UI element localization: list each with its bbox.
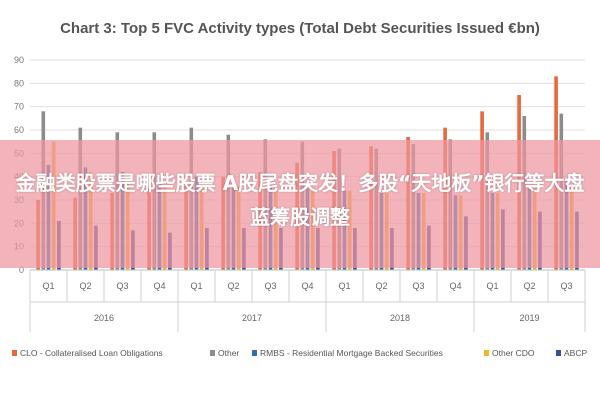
x-tick-label: Q1 [42,281,54,291]
x-tick-label: Q1 [338,281,350,291]
x-tick-label: Q3 [116,281,128,291]
y-tick-label: 70 [14,102,24,112]
legend-label: CLO - Collateralised Loan Obligations [20,348,163,358]
x-tick-label: Q4 [301,281,313,291]
year-label: 2018 [390,313,410,323]
y-tick-label: 90 [14,55,24,65]
legend-label: ABCP [564,348,587,358]
x-tick-label: Q2 [375,281,387,291]
x-tick-label: Q2 [227,281,239,291]
legend-label: Other [218,348,239,358]
x-tick-label: Q2 [523,281,535,291]
x-tick-label: Q1 [486,281,498,291]
chart-title: Chart 3: Top 5 FVC Activity types (Total… [60,20,540,37]
legend-swatch [12,350,17,356]
x-tick-label: Q3 [560,281,572,291]
overlay-banner-text: 金融类股票是哪些股票 A股尾盘突发！多股“天地板”银行等大盘蓝筹股调整 [15,171,585,229]
legend-swatch [210,350,215,356]
legend-swatch [484,350,489,356]
legend-swatch [556,350,561,356]
legend: CLO - Collateralised Loan Obligations Oth… [12,348,587,358]
x-tick-label: Q1 [190,281,202,291]
x-tick-label: Q3 [264,281,276,291]
legend-label: RMBS - Residential Mortgage Backed Secur… [260,348,443,358]
x-tick-label: Q4 [153,281,165,291]
x-tick-label: Q4 [449,281,461,291]
x-tick-label: Q2 [79,281,91,291]
year-label: 2016 [94,313,114,323]
year-label: 2017 [242,313,262,323]
y-tick-label: 80 [14,78,24,88]
year-label: 2019 [519,313,539,323]
y-tick-label: 60 [14,125,24,135]
y-tick-label: 0 [19,265,24,275]
overlay-banner [0,140,600,268]
x-tick-label: Q3 [412,281,424,291]
legend-label: Other CDO [492,348,535,358]
legend-swatch [252,350,257,356]
